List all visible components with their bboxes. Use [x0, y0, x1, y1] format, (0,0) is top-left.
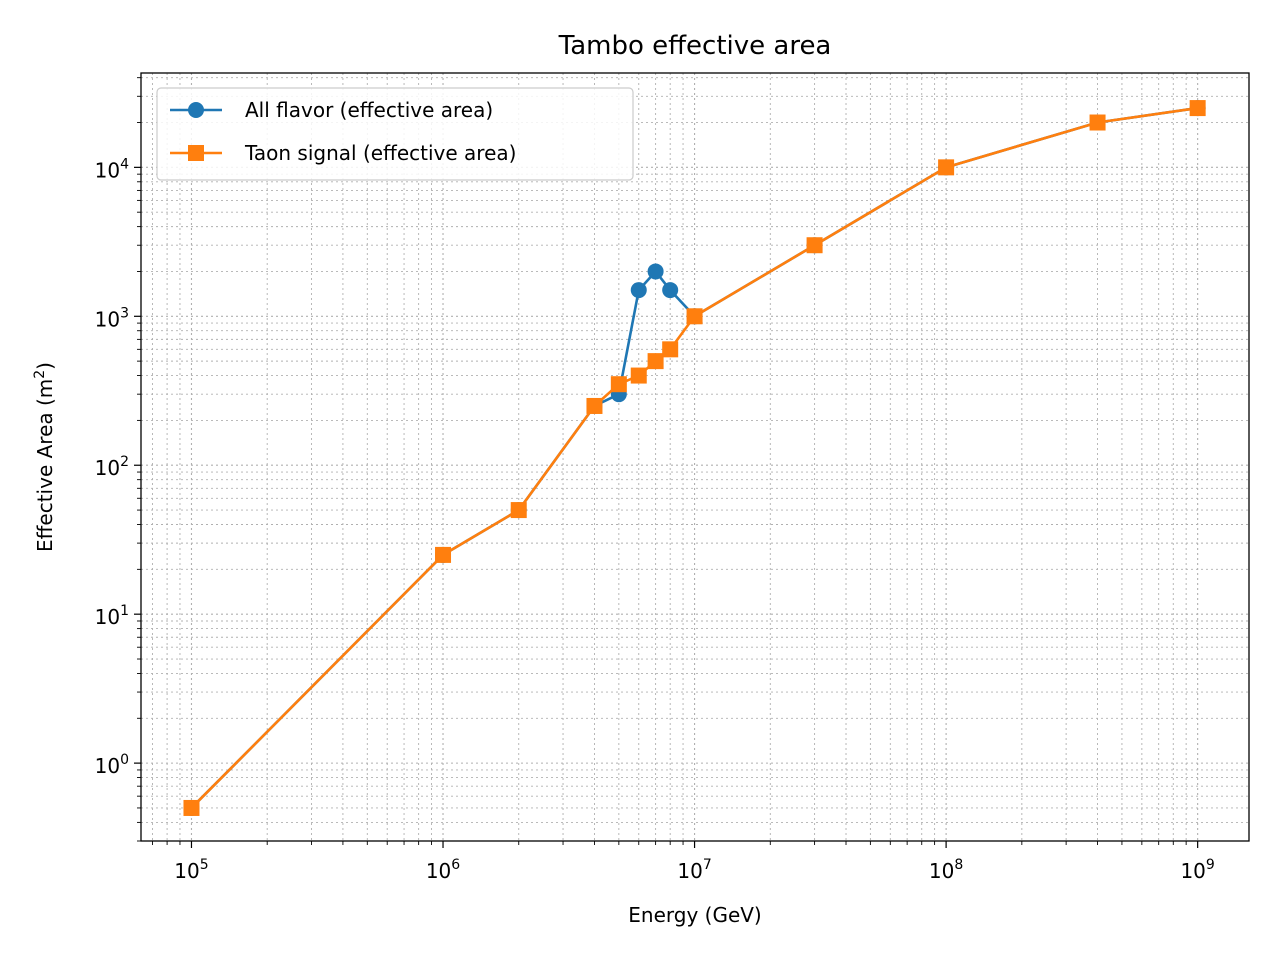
legend-label: All flavor (effective area) — [245, 98, 493, 122]
y-tick-label: 101 — [95, 603, 129, 629]
y-tick-label: 102 — [95, 454, 129, 480]
data-point — [806, 237, 823, 254]
legend-marker — [188, 145, 204, 161]
data-point — [1089, 114, 1106, 131]
data-point — [510, 502, 527, 519]
data-point — [647, 263, 664, 280]
series-layer — [183, 100, 1206, 816]
x-tick-label: 107 — [677, 857, 711, 883]
data-point — [586, 397, 603, 414]
data-point — [662, 341, 679, 358]
data-point — [662, 282, 679, 299]
y-axis-label-superscript: 2 — [32, 370, 48, 379]
x-tick-label: 105 — [174, 857, 208, 883]
data-point — [686, 308, 703, 325]
legend-marker — [188, 102, 204, 118]
data-point — [938, 159, 955, 176]
y-tick-label: 103 — [95, 305, 129, 331]
legend: All flavor (effective area) Taon signal (… — [156, 87, 634, 181]
y-axis-label-close: ) — [33, 362, 57, 370]
y-tick-label: 104 — [95, 156, 129, 182]
x-axis-label: Energy (GeV) — [628, 903, 761, 927]
y-axis-label-main: Effective Area (m — [33, 379, 57, 552]
series-2 — [183, 100, 1206, 816]
data-point — [630, 282, 647, 299]
data-point — [435, 546, 452, 563]
x-tick-label: 106 — [426, 857, 460, 883]
data-point — [630, 367, 647, 384]
x-tick-label: 109 — [1180, 857, 1214, 883]
legend-box — [156, 87, 634, 181]
legend-label: Taon signal (effective area) — [244, 141, 516, 165]
x-tick-label: 108 — [929, 857, 963, 883]
data-point — [1189, 100, 1206, 117]
chart-title: Tambo effective area — [558, 31, 832, 61]
y-axis-label: Effective Area (m2) — [32, 362, 57, 552]
data-point — [610, 376, 627, 393]
y-tick-label: 100 — [95, 752, 129, 778]
data-point — [183, 799, 200, 816]
grid-lines — [141, 73, 1249, 842]
axis-ticks: 105 106 107 108 109 100 101 102 103 104 — [95, 77, 1215, 883]
data-point — [647, 353, 664, 370]
